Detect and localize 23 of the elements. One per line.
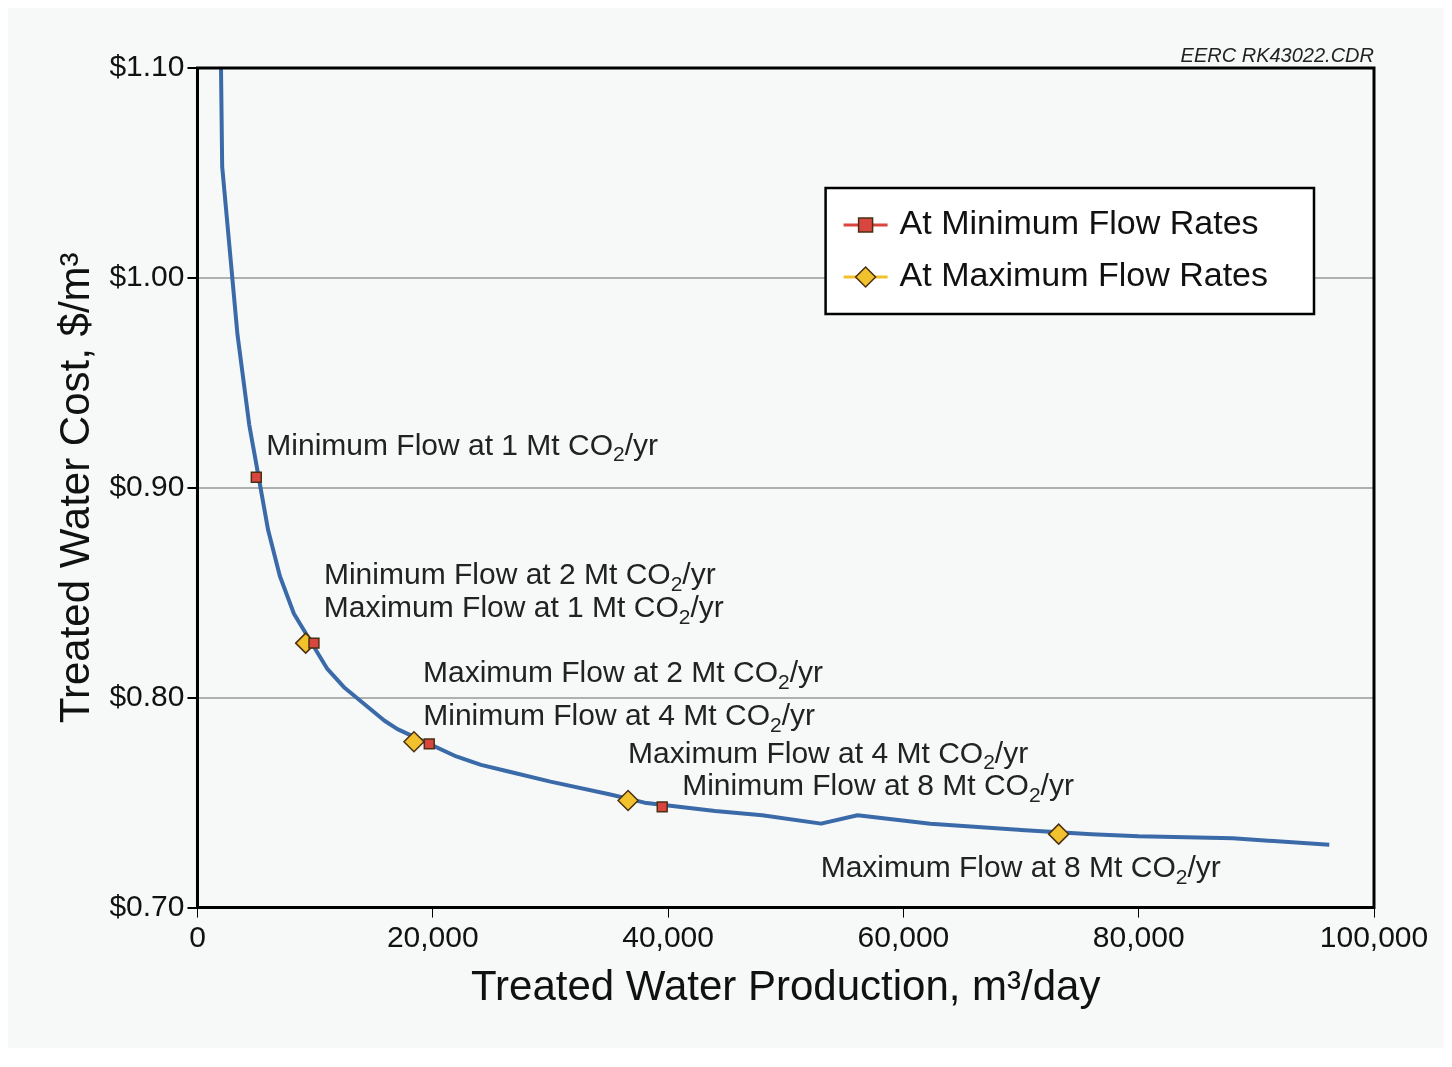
x-tick-label: 20,000 [386,919,479,953]
point [617,789,639,812]
y-axis-title: Treated Water Cost, $/m³ [50,252,98,724]
point [656,801,668,813]
x-tick-label: 60,000 [857,919,950,953]
legend-label: At Maximum Flow Rates [899,255,1268,294]
point [1047,823,1070,845]
point [423,738,435,750]
point [403,731,425,753]
y-tick-label: $1.10 [109,49,185,83]
legend-label: At Minimum Flow Rates [899,203,1259,242]
y-tick-label: $0.80 [109,678,185,712]
text: EERC RK43022.CDR [1180,43,1374,66]
point [308,637,320,649]
x-tick-label: 100,000 [1319,919,1429,953]
x-tick-label: 80,000 [1092,919,1185,953]
y-tick-label: $0.90 [109,469,185,503]
y-tick-label: $0.70 [109,888,185,922]
x-tick-label: 0 [189,919,206,953]
y-tick-label: $1.00 [109,259,185,293]
x-axis-title: Treated Water Production, m³/day [471,962,1101,1010]
point [250,471,262,484]
x-tick-label: 40,000 [622,919,714,953]
